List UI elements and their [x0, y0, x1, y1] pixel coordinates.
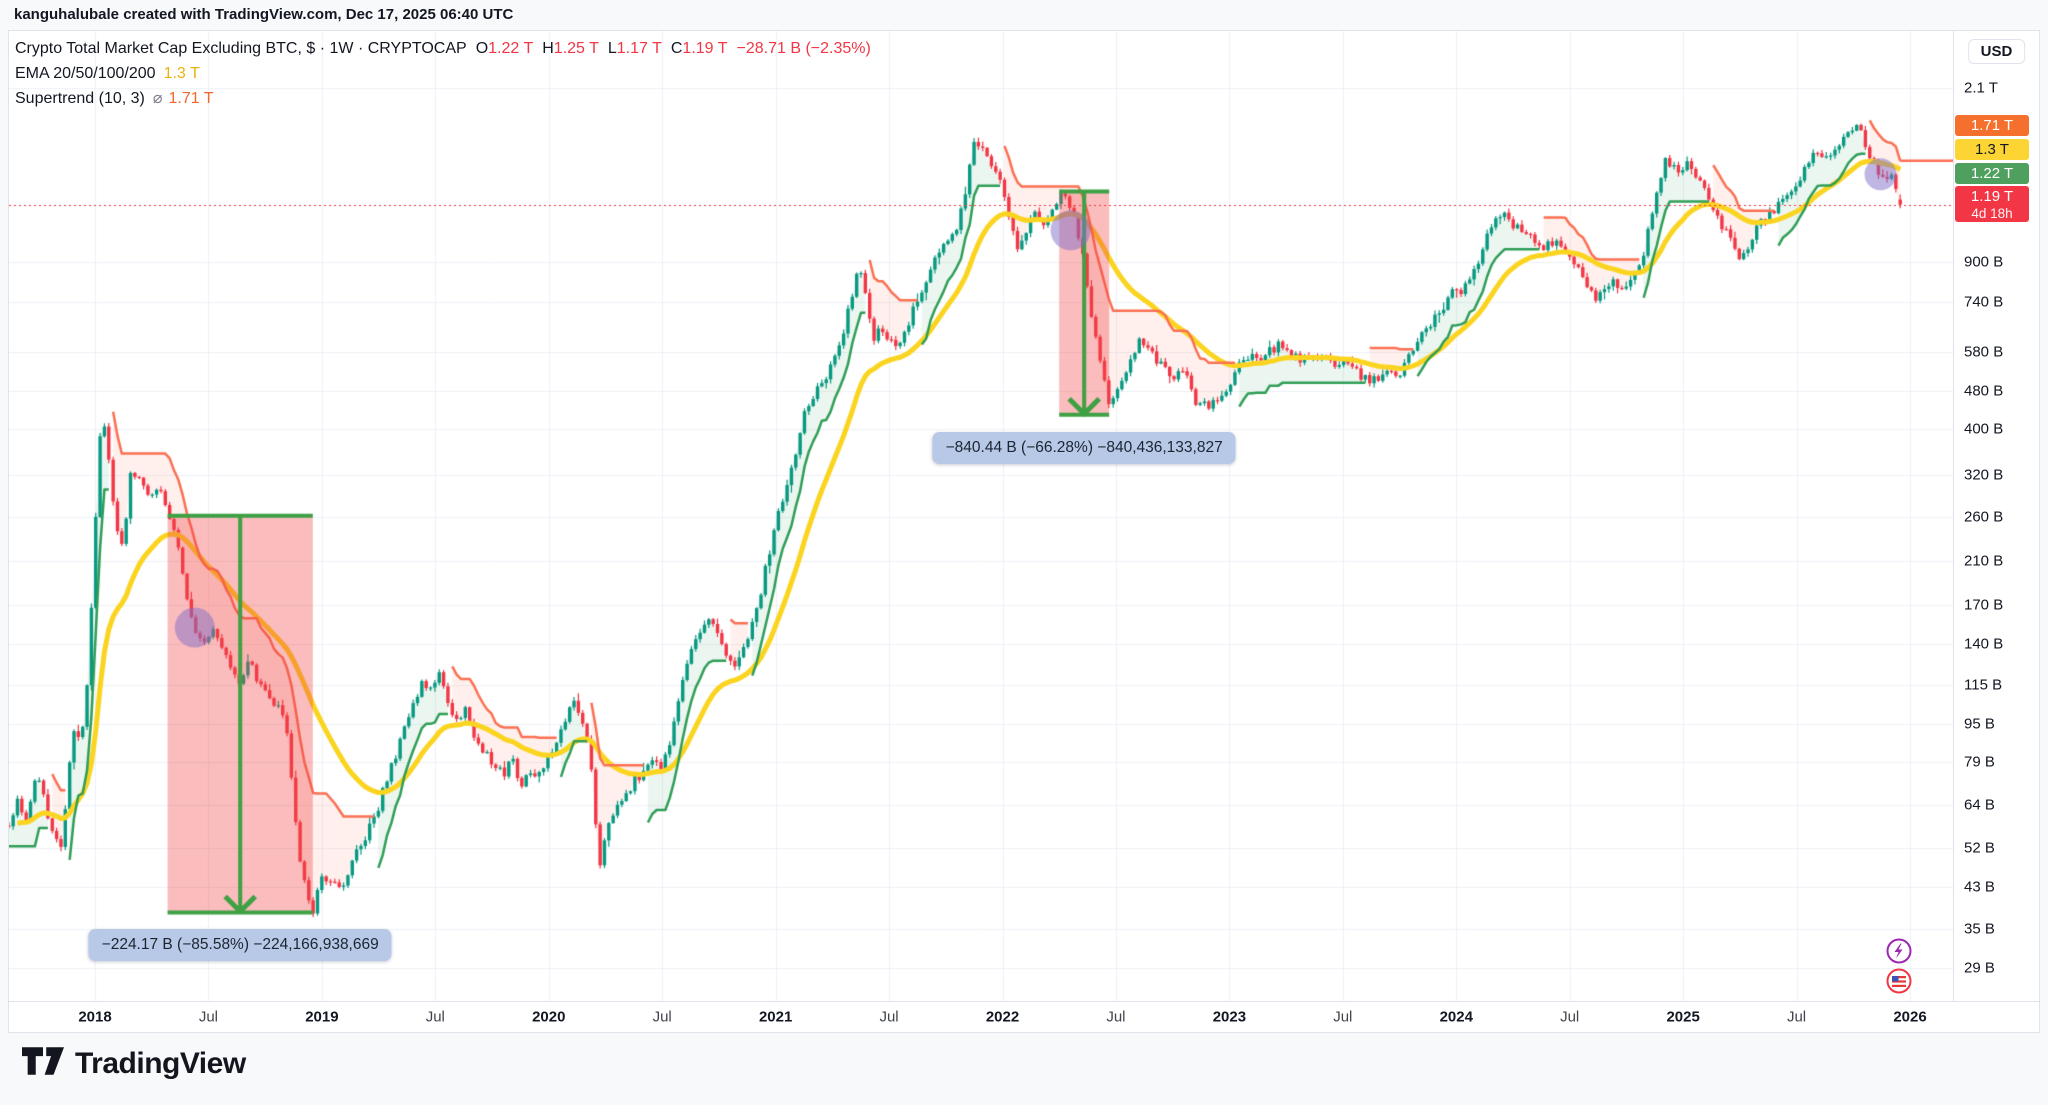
- supertrend-indicator-title[interactable]: Supertrend (10, 3): [15, 90, 145, 107]
- ohlc-open-label: O: [475, 40, 489, 57]
- ohlc-open-value: 1.22 T: [488, 40, 534, 57]
- currency-toggle-button[interactable]: USD: [1967, 39, 2026, 64]
- us-flag-icon[interactable]: [1886, 968, 1912, 994]
- price-tick-label: 115 B: [1964, 676, 2003, 694]
- price-tick-label: 400 B: [1964, 420, 2004, 438]
- legend-symbol-row: Crypto Total Market Cap Excluding BTC, $…: [15, 36, 871, 61]
- price-tick-label: 210 B: [1964, 552, 2004, 570]
- ohlc-high-value: 1.25 T: [553, 40, 599, 57]
- price-tick-label: 79 B: [1964, 753, 1995, 771]
- price-tick-label: 170 B: [1964, 596, 2004, 614]
- price-tick-label: 580 B: [1964, 343, 2004, 361]
- chart-canvas[interactable]: [9, 31, 2039, 1002]
- time-tick-year: 2018: [78, 1008, 112, 1026]
- time-tick-year: 2023: [1212, 1008, 1247, 1026]
- price-tick-label: 52 B: [1964, 839, 1995, 857]
- price-label-ema2: 1.22 T: [1955, 163, 2029, 185]
- ohlc-low-value: 1.17 T: [616, 40, 662, 57]
- time-tick-month: Jul: [425, 1008, 445, 1026]
- footer: TradingView: [22, 1046, 246, 1081]
- time-tick-month: Jul: [198, 1008, 219, 1026]
- time-tick-month: Jul: [1560, 1008, 1580, 1026]
- change-value: −28.71 B (−2.35%): [736, 40, 871, 57]
- price-tick-label: 260 B: [1964, 508, 2004, 526]
- ema-value: 1.3 T: [163, 65, 200, 82]
- time-tick-year: 2020: [532, 1008, 566, 1026]
- price-label-last-price: 1.19 T 4d 18h: [1955, 186, 2029, 223]
- attribution-text: kanguhalubale created with TradingView.c…: [14, 6, 514, 23]
- tradingview-logo-icon: [22, 1046, 64, 1081]
- time-tick-year: 2024: [1439, 1008, 1473, 1026]
- ohlc-low-label: L: [607, 40, 617, 57]
- chart-panel: Crypto Total Market Cap Excluding BTC, $…: [8, 30, 2040, 1033]
- measure-tooltip-2022[interactable]: −840.44 B (−66.28%) −840,436,133,827: [932, 431, 1236, 464]
- time-tick-month: Jul: [652, 1008, 672, 1026]
- price-tick-label: 320 B: [1964, 466, 2004, 484]
- price-tick-label: 900 B: [1964, 253, 2004, 271]
- legend-ema-row: EMA 20/50/100/200 1.3 T: [15, 61, 871, 86]
- time-tick-year: 2021: [758, 1008, 793, 1026]
- price-tick-label: 43 B: [1964, 878, 1995, 896]
- time-tick-month: Jul: [1333, 1008, 1353, 1026]
- supertrend-value: 1.71 T: [168, 90, 214, 107]
- price-tick-label: 64 B: [1964, 796, 1995, 814]
- time-tick-month: Jul: [1786, 1008, 1807, 1026]
- legend-supertrend-row: Supertrend (10, 3) ⌀ 1.71 T: [15, 86, 871, 111]
- price-tick-label: 140 B: [1964, 635, 2004, 653]
- time-tick-year: 2022: [985, 1008, 1020, 1026]
- measure-tooltip-2018[interactable]: −224.17 B (−85.58%) −224,166,938,669: [88, 929, 392, 962]
- ohlc-high-label: H: [542, 40, 554, 57]
- price-tick-label: 95 B: [1964, 715, 1995, 733]
- price-tick-label: 35 B: [1964, 920, 1995, 938]
- legend: Crypto Total Market Cap Excluding BTC, $…: [15, 36, 871, 111]
- lightning-icon[interactable]: [1886, 938, 1912, 964]
- price-tick-label: 2.1 T: [1964, 79, 1998, 97]
- price-scale[interactable]: USD 2.1 T 900 B 740 B 580 B 480 B 400 B 320 B 2…: [1953, 31, 2039, 1002]
- symbol-title[interactable]: Crypto Total Market Cap Excluding BTC, $…: [15, 40, 467, 57]
- diameter-symbol: ⌀: [152, 90, 163, 107]
- time-tick-year: 2019: [305, 1008, 339, 1026]
- price-tick-label: 480 B: [1964, 382, 2004, 400]
- ema-indicator-title[interactable]: EMA 20/50/100/200: [15, 65, 156, 82]
- time-tick-month: Jul: [1106, 1008, 1126, 1026]
- time-tick-year: 2026: [1893, 1008, 1927, 1026]
- ohlc-close-label: C: [670, 40, 683, 57]
- price-label-supertrend: 1.71 T: [1955, 115, 2029, 137]
- price-tick-label: 29 B: [1964, 959, 1995, 977]
- tradingview-wordmark[interactable]: TradingView: [75, 1046, 246, 1080]
- time-tick-year: 2025: [1666, 1008, 1700, 1026]
- price-label-ema: 1.3 T: [1955, 139, 2029, 161]
- time-scale[interactable]: 2018 Jul 2019 Jul 2020 Jul 2021 Jul 2022 Jul 2023 J…: [9, 1001, 2039, 1032]
- time-tick-month: Jul: [879, 1008, 899, 1026]
- price-tick-label: 740 B: [1964, 293, 2004, 311]
- ohlc-close-value: 1.19 T: [682, 40, 728, 57]
